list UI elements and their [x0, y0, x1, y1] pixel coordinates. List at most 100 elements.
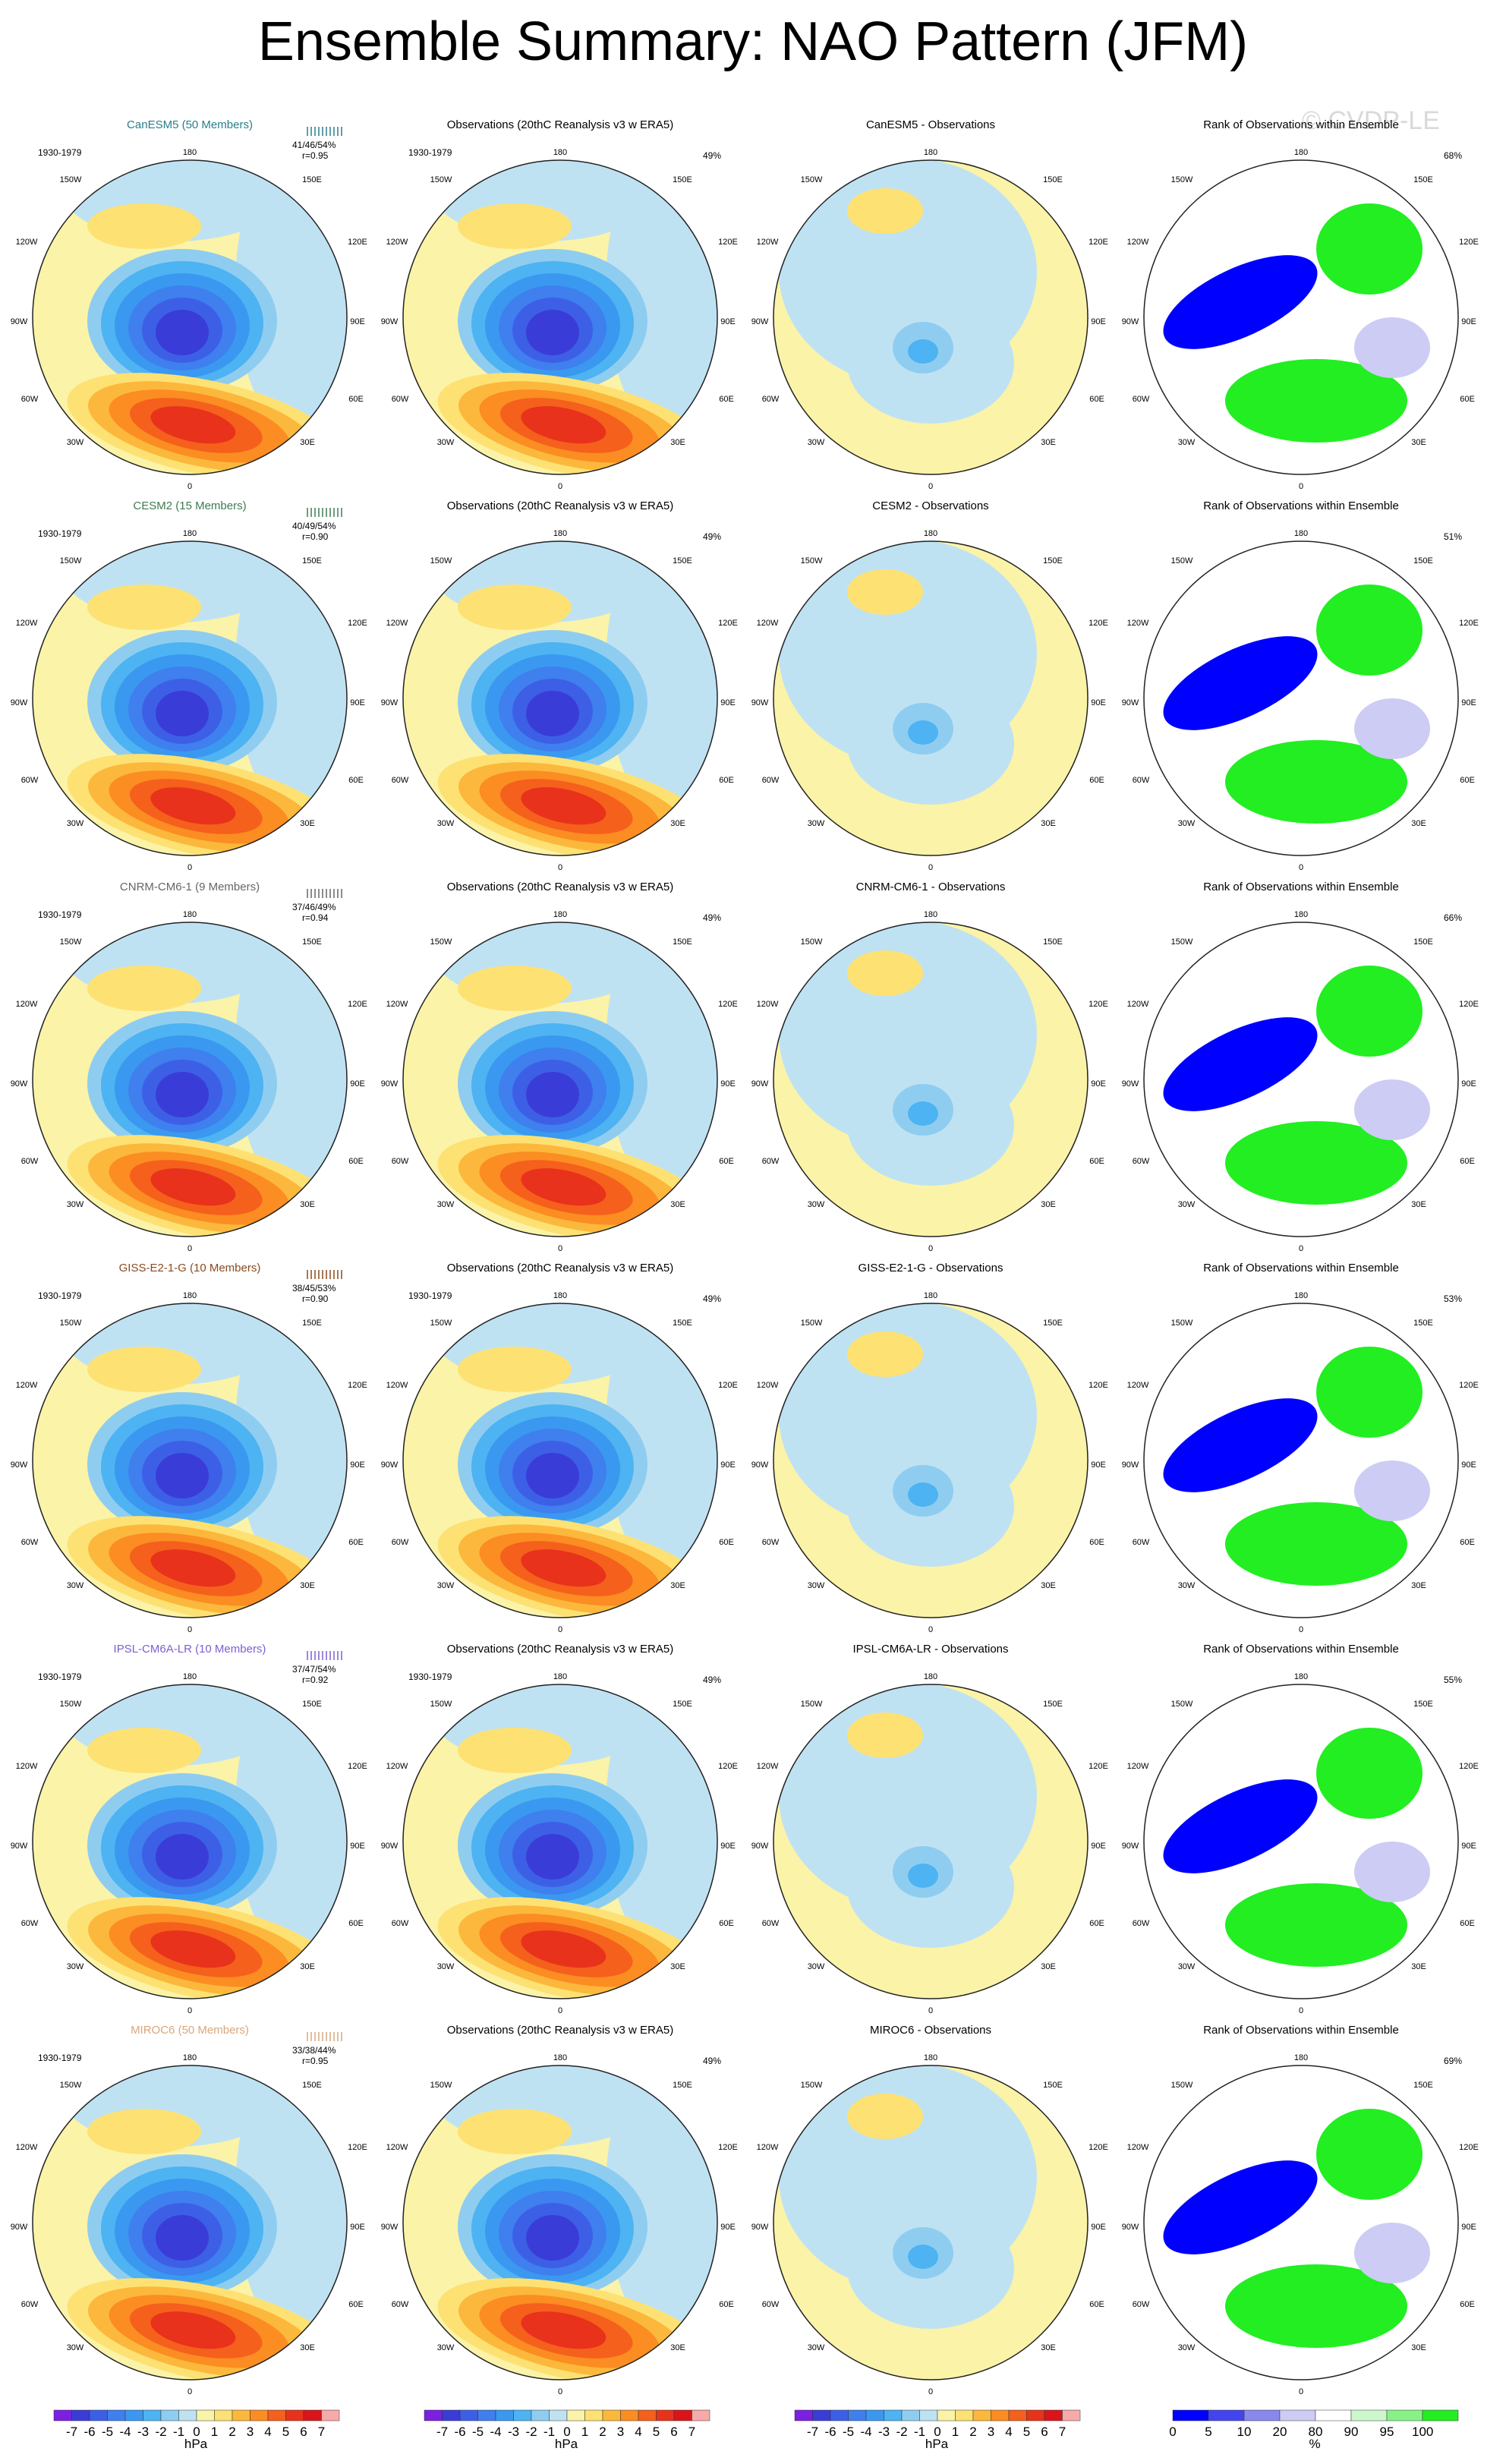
lon-label-ene: 120E: [1089, 1762, 1108, 1771]
lon-label-w: 90W: [1121, 698, 1139, 707]
lon-label-s: 0: [187, 2387, 193, 2396]
lon-label-ene: 120E: [1459, 2143, 1479, 2152]
lon-label-sw: 30W: [807, 1962, 825, 1971]
lon-label-ene: 120E: [1459, 1762, 1479, 1771]
lon-label-s: 0: [557, 1625, 563, 1634]
lon-label-w: 90W: [1121, 317, 1139, 326]
lon-label-n: 180: [553, 2053, 568, 2062]
lon-label-w: 90W: [1121, 1079, 1139, 1089]
lon-label-nw: 150W: [430, 1319, 452, 1328]
lon-label-s: 0: [928, 482, 934, 491]
lon-label-ene: 120E: [718, 2143, 738, 2152]
lon-label-wsw: 60W: [20, 1538, 39, 1547]
obs-title: Observations (20thC Reanalysis v3 w ERA5…: [446, 1643, 674, 1656]
colorbar-rank-unit: %: [1309, 2437, 1321, 2451]
lon-label-sw: 30W: [436, 819, 455, 828]
lon-label-s: 0: [1298, 1625, 1304, 1634]
lon-label-sw: 30W: [1177, 819, 1196, 828]
obs-title: Observations (20thC Reanalysis v3 w ERA5…: [446, 881, 674, 893]
obs-title: Observations (20thC Reanalysis v3 w ERA5…: [446, 118, 674, 131]
lon-label-ene: 120E: [1459, 238, 1479, 247]
lon-label-wsw: 60W: [20, 395, 39, 404]
lon-label-s: 0: [1298, 1244, 1304, 1253]
lon-label-ne: 150E: [673, 175, 692, 184]
lon-label-se: 30E: [300, 2343, 315, 2352]
lon-label-wsw: 60W: [761, 1919, 780, 1928]
lon-label-sw: 30W: [807, 819, 825, 828]
lon-label-se: 30E: [1041, 1962, 1056, 1971]
lon-label-ese: 60E: [348, 1157, 364, 1166]
lon-label-ene: 120E: [1089, 2143, 1108, 2152]
lon-label-ne: 150E: [1413, 937, 1433, 947]
lon-label-s: 0: [1298, 863, 1304, 872]
lon-label-s: 0: [928, 2387, 934, 2396]
colorbar-hpa-tick: 7: [317, 2425, 326, 2439]
lon-label-wsw: 60W: [761, 2300, 780, 2309]
lon-label-n: 180: [553, 1672, 568, 1681]
lon-label-ese: 60E: [1089, 1919, 1104, 1928]
rank-pct: 53%: [1444, 1293, 1463, 1304]
lon-label-sw: 30W: [66, 438, 84, 447]
lon-label-wsw: 60W: [20, 776, 39, 785]
lon-label-s: 0: [1298, 2006, 1304, 2015]
lon-label-se: 30E: [1411, 1200, 1426, 1209]
diff-title: CNRM-CM6-1 - Observations: [855, 881, 1006, 893]
colorbar-hpa-tick: 2: [969, 2425, 977, 2439]
lon-label-wnw: 120W: [15, 2143, 38, 2152]
lon-label-ene: 120E: [718, 1381, 738, 1390]
period-label: 1930-1979: [408, 1672, 452, 1682]
lon-label-wnw: 120W: [1126, 619, 1149, 628]
lon-label-n: 180: [1293, 2053, 1309, 2062]
lon-label-e: 90E: [1091, 2223, 1106, 2232]
colorbar-hpa-tick: 5: [1022, 2425, 1031, 2439]
lon-label-n: 180: [923, 2053, 938, 2062]
lon-label-ne: 150E: [673, 937, 692, 947]
lon-label-n: 180: [182, 148, 197, 157]
lon-label-sw: 30W: [807, 2343, 825, 2352]
lon-label-nw: 150W: [800, 175, 823, 184]
lon-label-ene: 120E: [348, 1000, 367, 1009]
lon-label-nw: 150W: [59, 175, 82, 184]
lon-label-se: 30E: [1411, 1962, 1426, 1971]
colorbar-hpa-tick: 0: [934, 2425, 941, 2439]
lon-label-se: 30E: [1041, 819, 1056, 828]
lon-label-s: 0: [187, 863, 193, 872]
lon-label-nw: 150W: [800, 1319, 823, 1328]
lon-label-wnw: 120W: [15, 619, 38, 628]
lon-label-n: 180: [553, 148, 568, 157]
rank-title: Rank of Observations within Ensemble: [1203, 499, 1399, 512]
lon-label-nw: 150W: [59, 556, 82, 566]
lon-label-ese: 60E: [1460, 1157, 1475, 1166]
lon-label-ene: 120E: [1089, 1381, 1108, 1390]
period-label: 1930-1979: [38, 1290, 82, 1301]
lon-label-s: 0: [928, 2006, 934, 2015]
lon-label-e: 90E: [720, 317, 736, 326]
lon-label-nw: 150W: [430, 937, 452, 947]
spread-icon: [307, 1270, 342, 1279]
lon-label-w: 90W: [1121, 1842, 1139, 1851]
lon-label-wnw: 120W: [1126, 1000, 1149, 1009]
lon-label-e: 90E: [720, 2223, 736, 2232]
lon-label-se: 30E: [1041, 438, 1056, 447]
lon-label-s: 0: [187, 1244, 193, 1253]
colorbar-hpa-tick: 1: [581, 2425, 589, 2439]
corr-label: r=0.92: [302, 1675, 329, 1685]
lon-label-wsw: 60W: [20, 1919, 39, 1928]
stats-label: 37/47/54%: [292, 1664, 336, 1675]
lon-label-w: 90W: [10, 1460, 28, 1470]
lon-label-ene: 120E: [1089, 238, 1108, 247]
spread-icon: [307, 2032, 342, 2041]
colorbar-hpa-tick: 5: [282, 2425, 290, 2439]
lon-label-s: 0: [928, 1244, 934, 1253]
lon-label-ese: 60E: [1089, 2300, 1104, 2309]
lon-label-ne: 150E: [1413, 2081, 1433, 2090]
lon-label-e: 90E: [720, 1079, 736, 1089]
lon-label-wsw: 60W: [1132, 1157, 1150, 1166]
lon-label-sw: 30W: [66, 1962, 84, 1971]
lon-label-sw: 30W: [1177, 2343, 1196, 2352]
lon-label-wnw: 120W: [756, 238, 779, 247]
